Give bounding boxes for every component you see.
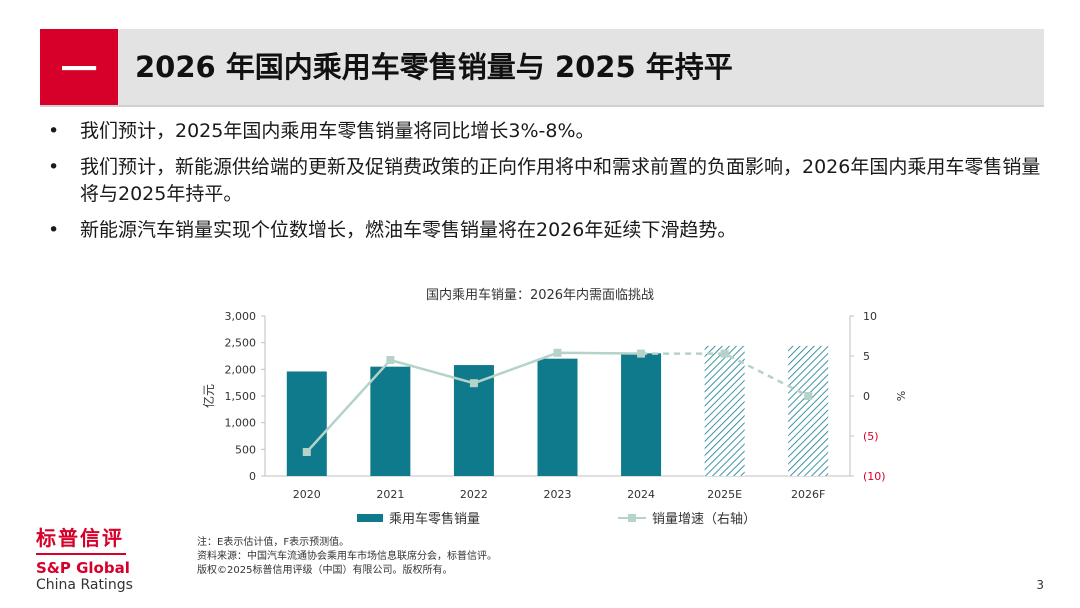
- growth-point: [469, 379, 478, 388]
- left-tick-label: 1,000: [225, 417, 257, 430]
- page-number: 3: [1036, 578, 1044, 592]
- x-tick-label: 2023: [544, 488, 572, 501]
- bullet-list: • 我们预计，2025年国内乘用车零售销量将同比增长3%-8%。 • 我们预计，新能…: [48, 118, 1048, 253]
- legend-bar: 乘用车零售销量: [357, 508, 480, 527]
- bar: [621, 353, 662, 476]
- x-tick-label: 2026F: [791, 488, 825, 501]
- right-tick-label: (5): [863, 430, 879, 443]
- left-tick-label: 2,500: [225, 337, 257, 350]
- growth-point: [302, 448, 311, 456]
- left-tick-label: 2,000: [225, 363, 257, 376]
- legend-line-swatch: [618, 513, 646, 522]
- bullet-dot: •: [48, 219, 60, 241]
- section-badge: 一: [40, 29, 118, 105]
- growth-point: [637, 349, 646, 358]
- x-tick-label: 2021: [376, 488, 404, 501]
- growth-point-forecast: [720, 349, 729, 358]
- right-tick-label: 5: [863, 350, 870, 363]
- growth-line-forecast: [641, 352, 809, 398]
- legend-bar-swatch: [357, 513, 383, 522]
- footnote: 注：E表示估计值，F表示预测值。: [197, 537, 350, 548]
- x-tick-label: 2020: [293, 488, 321, 501]
- bullet-item: • 新能源汽车销量实现个位数增长，燃油车零售销量将在2026年延续下滑趋势。: [48, 217, 1048, 244]
- logo-rule: [36, 553, 126, 555]
- forecast-bar: [704, 345, 745, 476]
- bullet-text: 我们预计，新能源供给端的更新及促销费政策的正向作用将中和需求前置的负面影响，20…: [80, 156, 1041, 205]
- left-tick-label: 500: [235, 443, 256, 456]
- bullet-item: • 我们预计，2025年国内乘用车零售销量将同比增长3%-8%。: [48, 118, 1048, 145]
- footnotes: 注：E表示估计值，F表示预测值。 资料来源：中国汽车流通协会乘用车市场信息联席分…: [197, 536, 497, 578]
- bullet-dot: •: [48, 120, 60, 142]
- bullet-dot: •: [48, 156, 60, 178]
- footnote: 资料来源：中国汽车流通协会乘用车市场信息联席分会，标普信评。: [197, 551, 497, 562]
- page-title: 2026 年国内乘用车零售销量与 2025 年持平: [135, 50, 733, 84]
- logo-sp-global: S&P Global: [36, 559, 130, 577]
- bullet-text: 我们预计，2025年国内乘用车零售销量将同比增长3%-8%。: [80, 120, 595, 142]
- right-tick-label: 10: [863, 310, 877, 323]
- chart-title: 国内乘用车销量：2026年内需面临挑战: [425, 288, 655, 303]
- right-tick-label: 0: [863, 390, 870, 403]
- title-bar: 一 2026 年国内乘用车零售销量与 2025 年持平: [40, 29, 1044, 107]
- left-tick-label: 1,500: [225, 390, 257, 403]
- bullet-text: 新能源汽车销量实现个位数增长，燃油车零售销量将在2026年延续下滑趋势。: [80, 219, 737, 241]
- growth-point: [553, 348, 562, 357]
- bar: [370, 366, 411, 476]
- growth-point-forecast: [804, 392, 813, 400]
- growth-point: [386, 356, 395, 364]
- brand-logo: 标普信评 S&P Global China Ratings: [36, 522, 133, 593]
- logo-china-ratings: China Ratings: [36, 577, 133, 593]
- logo-chinese: 标普信评: [36, 526, 124, 550]
- left-tick-label: 0: [249, 470, 256, 483]
- bar: [286, 371, 327, 476]
- footnote: 版权©2025标普信用评级（中国）有限公司。版权所有。: [197, 565, 453, 576]
- bullet-item: • 我们预计，新能源供给端的更新及促销费政策的正向作用将中和需求前置的负面影响，2…: [48, 154, 1048, 208]
- legend-line-label: 销量增速（右轴）: [652, 512, 757, 527]
- right-tick-label: (10): [863, 470, 886, 483]
- y-axis-title: 亿元: [201, 384, 216, 408]
- left-tick-label: 3,000: [225, 310, 257, 323]
- x-tick-label: 2024: [627, 488, 655, 501]
- x-tick-label: 2022: [460, 488, 488, 501]
- forecast-bar: [788, 345, 829, 476]
- x-tick-label: 2025E: [707, 488, 742, 501]
- y-axis-right-title: %: [894, 391, 907, 401]
- bar: [537, 358, 578, 476]
- legend-bar-label: 乘用车零售销量: [389, 512, 481, 527]
- legend-line: 销量增速（右轴）: [618, 508, 756, 527]
